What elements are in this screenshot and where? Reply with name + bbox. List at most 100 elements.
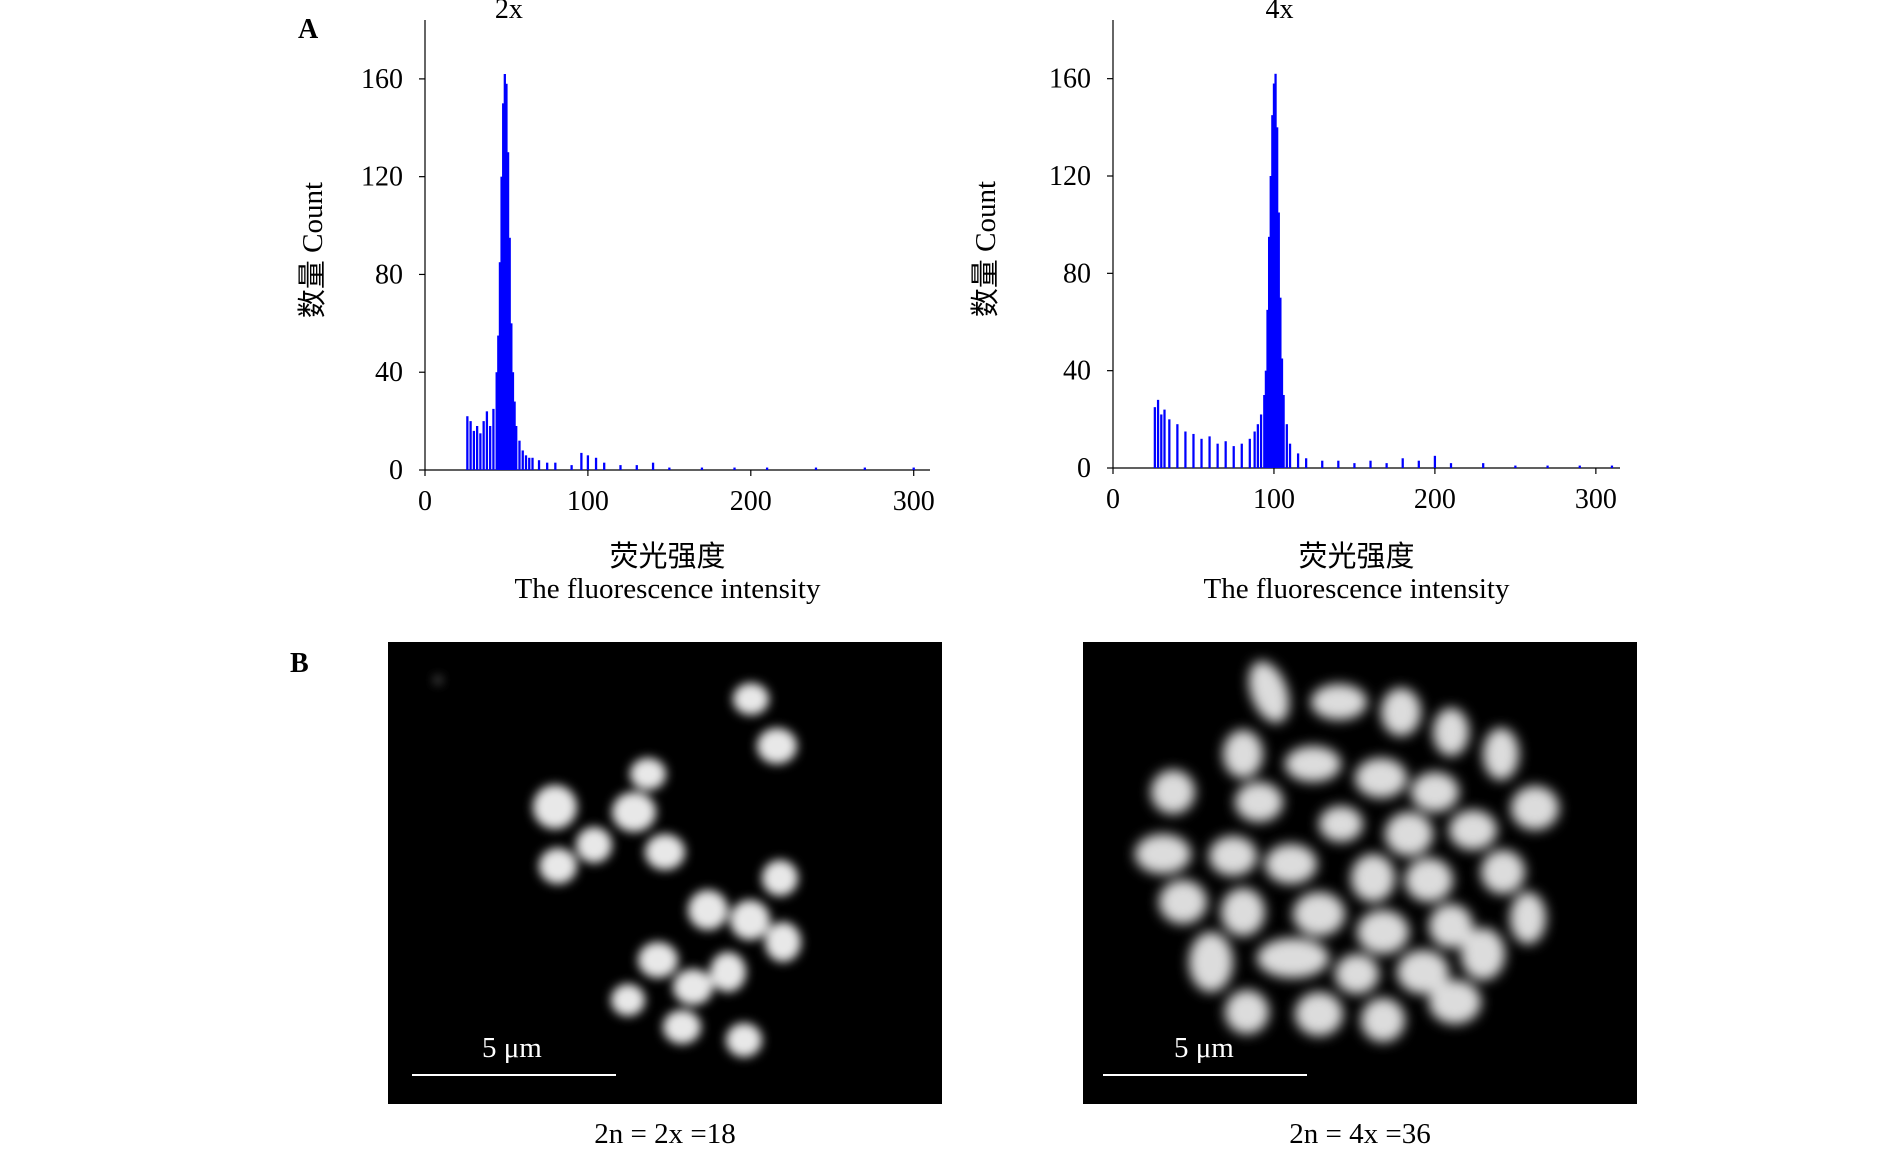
x-tick-label: 100 bbox=[567, 486, 609, 517]
histogram-bar bbox=[1285, 424, 1288, 468]
histogram-bar bbox=[1163, 409, 1166, 468]
histogram-bar bbox=[619, 465, 622, 470]
histogram-bar bbox=[513, 401, 516, 470]
histogram-bar bbox=[537, 460, 541, 470]
y-tick-label: 120 bbox=[1049, 161, 1091, 192]
histogram-bar bbox=[1274, 73, 1277, 469]
histogram-bar bbox=[1514, 465, 1517, 468]
peak-label: 2x bbox=[495, 0, 523, 25]
histogram-bar bbox=[1417, 460, 1420, 468]
histogram-bar bbox=[570, 465, 573, 470]
scale-bar bbox=[1103, 1074, 1307, 1076]
histogram-bar bbox=[1305, 458, 1308, 468]
histogram-bar bbox=[524, 455, 528, 470]
histogram-bar bbox=[531, 457, 534, 470]
histogram-bar bbox=[1256, 424, 1259, 468]
histogram-bar bbox=[594, 457, 598, 470]
chromosome-image-4x bbox=[1135, 661, 1559, 1042]
histogram-bar bbox=[546, 462, 549, 470]
histogram-bar bbox=[1482, 463, 1485, 468]
histogram-bar bbox=[912, 467, 915, 470]
histogram-bar bbox=[528, 457, 531, 470]
x-axis-label-en: The fluorescence intensity bbox=[1204, 573, 1510, 605]
x-tick-label: 100 bbox=[1253, 484, 1295, 515]
y-axis-label-cn: 数量 bbox=[296, 253, 329, 318]
y-axis-label-cn: 数量 bbox=[969, 252, 1002, 317]
histogram-bar bbox=[863, 467, 866, 470]
histogram-bar bbox=[502, 103, 505, 470]
histogram-bar bbox=[1546, 465, 1549, 468]
x-axis-label-cn: 荧光强度 bbox=[609, 539, 725, 573]
histogram-bar bbox=[508, 237, 511, 470]
histogram-bar bbox=[503, 74, 506, 470]
histogram-bar bbox=[495, 372, 498, 470]
histogram-bar bbox=[472, 430, 476, 470]
histogram-bar bbox=[1277, 212, 1280, 468]
y-tick-label: 0 bbox=[389, 455, 403, 486]
histogram-bar bbox=[482, 421, 485, 470]
histogram-bar bbox=[521, 450, 524, 470]
panel-label-b: B bbox=[290, 648, 309, 679]
histogram-bar bbox=[1160, 414, 1163, 468]
histogram-bar bbox=[498, 262, 502, 470]
histogram-bar bbox=[1296, 453, 1300, 468]
histogram-bar bbox=[1232, 446, 1235, 468]
histogram-bar bbox=[479, 433, 482, 470]
y-axis-label: 数量 Count bbox=[296, 182, 329, 318]
histogram-bar bbox=[1224, 441, 1227, 468]
histogram-bar bbox=[1248, 438, 1251, 468]
histogram-bar bbox=[515, 426, 518, 470]
histogram-bar bbox=[1276, 127, 1279, 468]
histogram-bar bbox=[1337, 460, 1340, 468]
y-tick-label: 160 bbox=[1049, 64, 1091, 95]
histogram-bar bbox=[580, 452, 583, 470]
y-tick-label: 0 bbox=[1077, 453, 1091, 484]
histogram-bar bbox=[1321, 460, 1324, 468]
histogram-bar bbox=[586, 455, 590, 470]
histogram-bar bbox=[1168, 419, 1171, 468]
y-tick-label: 40 bbox=[1063, 356, 1091, 387]
panel-label-a: A bbox=[298, 14, 319, 45]
y-tick-label: 160 bbox=[361, 64, 403, 95]
caption-2x: 2n = 2x =18 bbox=[594, 1118, 736, 1150]
x-tick-label: 300 bbox=[1575, 484, 1617, 515]
histogram-bar bbox=[1264, 370, 1268, 468]
histogram-bar bbox=[500, 176, 503, 470]
histogram-bar bbox=[466, 416, 469, 470]
y-axis-label-en: Count bbox=[297, 182, 329, 253]
histogram-bar bbox=[733, 467, 736, 470]
micrograph-2x: 5 μm bbox=[388, 642, 942, 1104]
histogram-bar bbox=[603, 462, 606, 470]
histogram-bar bbox=[497, 335, 500, 470]
histogram-bar bbox=[1192, 433, 1195, 468]
histogram-bar bbox=[1578, 465, 1581, 468]
x-tick-label: 0 bbox=[418, 486, 432, 517]
histogram-bar bbox=[1259, 414, 1263, 468]
histogram-bar bbox=[1156, 399, 1160, 468]
scale-bar bbox=[412, 1074, 616, 1076]
histogram-bar bbox=[651, 462, 655, 470]
y-axis-label: 数量 Count bbox=[969, 181, 1002, 317]
peak-label: 4x bbox=[1266, 0, 1294, 25]
y-tick-label: 80 bbox=[1063, 258, 1091, 289]
histogram-bar bbox=[1449, 463, 1453, 468]
histogram-bar bbox=[518, 440, 521, 470]
histogram-bar bbox=[1263, 395, 1266, 468]
histogram-bar bbox=[1216, 443, 1219, 468]
x-tick-label: 200 bbox=[1414, 484, 1456, 515]
histogram-bar bbox=[1253, 431, 1256, 468]
histogram-bar bbox=[1266, 309, 1269, 468]
histogram-bar bbox=[1269, 176, 1272, 468]
histogram-bar bbox=[765, 467, 769, 470]
scale-bar-label: 5 μm bbox=[1174, 1032, 1234, 1064]
histogram-bar bbox=[1369, 460, 1372, 468]
histogram-bar bbox=[1433, 455, 1437, 468]
y-tick-label: 80 bbox=[375, 259, 403, 290]
histogram-bar bbox=[1272, 83, 1276, 469]
histogram-bar bbox=[1240, 443, 1243, 468]
histogram-bar bbox=[554, 462, 557, 470]
histogram-bar bbox=[485, 411, 489, 470]
x-tick-label: 0 bbox=[1106, 484, 1120, 515]
